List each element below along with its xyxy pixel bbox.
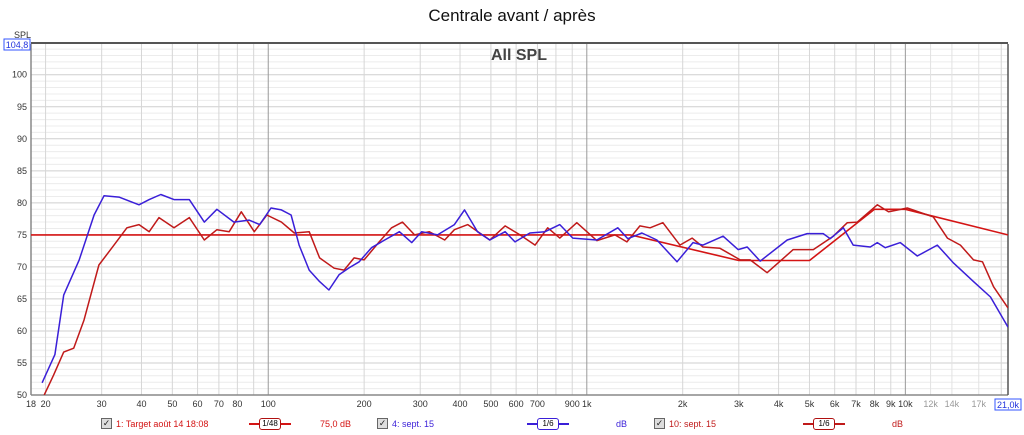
x-tick-label: 900 <box>565 399 580 409</box>
y-cursor-readout: 104,8 <box>6 40 29 50</box>
x-tick-label: 9k <box>886 399 896 409</box>
x-tick-label: 80 <box>232 399 242 409</box>
plot-title: All SPL <box>491 47 547 64</box>
x-tick-label: 40 <box>136 399 146 409</box>
x-tick-label: 60 <box>193 399 203 409</box>
legend-label: 10: sept. 15 <box>669 419 717 429</box>
y-tick-label: 70 <box>17 262 27 272</box>
series-line-1 <box>31 208 1008 262</box>
x-tick-label: 20 <box>41 399 51 409</box>
x-tick-label: 6k <box>830 399 840 409</box>
series-line-2 <box>41 193 1008 384</box>
x-tick-label: 300 <box>413 399 428 409</box>
plot-area <box>31 44 1008 395</box>
y-tick-label: 60 <box>17 326 27 336</box>
smoothing-selector[interactable]: 1/6 <box>803 418 845 430</box>
x-tick-label: 2k <box>678 399 688 409</box>
legend-value: dB <box>892 419 904 429</box>
smoothing-selector[interactable]: 1/6 <box>527 418 569 430</box>
x-tick-label: 70 <box>214 399 224 409</box>
y-tick-label: 85 <box>17 166 27 176</box>
legend-label: 4: sept. 15 <box>392 419 435 429</box>
y-tick-label: 65 <box>17 294 27 304</box>
y-tick-label: 80 <box>17 198 27 208</box>
x-tick-label: 400 <box>453 399 468 409</box>
x-tick-label: 50 <box>167 399 177 409</box>
y-tick-label: 100 <box>12 70 27 80</box>
x-cursor-box <box>994 398 1022 411</box>
checkbox-icon[interactable]: ✓ <box>101 418 112 429</box>
y-tick-label: 50 <box>17 390 27 400</box>
legend-value: dB <box>616 419 628 429</box>
x-tick-label: 7k <box>851 399 861 409</box>
x-tick-label: 10k <box>898 399 913 409</box>
y-tick-label: 95 <box>17 102 27 112</box>
x-tick-label: 12k <box>923 399 938 409</box>
checkbox-icon[interactable]: ✓ <box>654 418 665 429</box>
y-axis-label: SPL <box>14 30 31 40</box>
x-tick-label: 18 <box>26 399 36 409</box>
x-tick-label: 17k <box>972 399 987 409</box>
x-tick-label: 700 <box>530 399 545 409</box>
y-tick-label: 75 <box>17 230 27 240</box>
y-cursor-box <box>3 38 31 51</box>
x-tick-label: 200 <box>357 399 372 409</box>
x-tick-label: 100 <box>261 399 276 409</box>
x-cursor-readout: 21,0k <box>997 400 1020 410</box>
smoothing-selector[interactable]: 1/48 <box>249 418 291 430</box>
x-tick-label: 3k <box>734 399 744 409</box>
x-tick-label: 1k <box>582 399 592 409</box>
x-tick-label: 5k <box>805 399 815 409</box>
x-tick-label: 500 <box>483 399 498 409</box>
x-tick-label: 4k <box>774 399 784 409</box>
chart-title: Centrale avant / après <box>428 6 596 25</box>
y-tick-label: 90 <box>17 134 27 144</box>
x-tick-label: 8k <box>870 399 880 409</box>
x-tick-label: 600 <box>509 399 524 409</box>
legend-label: 1: Target août 14 18:08 <box>116 419 209 429</box>
y-tick-label: 55 <box>17 358 27 368</box>
legend-value: 75,0 dB <box>320 419 352 429</box>
x-tick-label: 14k <box>945 399 960 409</box>
checkbox-icon[interactable]: ✓ <box>377 418 388 429</box>
x-tick-label: 30 <box>97 399 107 409</box>
